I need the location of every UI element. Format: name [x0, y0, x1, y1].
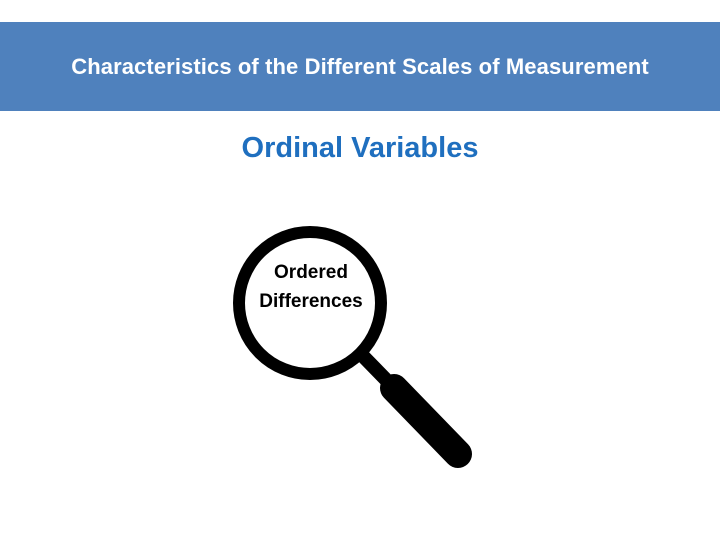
slide-title: Characteristics of the Different Scales … — [71, 53, 649, 79]
slide-subtitle: Ordinal Variables — [241, 132, 479, 164]
lens-label-line1: Ordered — [274, 262, 348, 283]
lens-rim — [233, 226, 387, 380]
title-bar: Characteristics of the Different Scales … — [0, 22, 720, 111]
handle-grip — [380, 374, 472, 468]
lens-label-line2: Differences — [259, 291, 363, 312]
lens-label: Ordered Differences — [226, 258, 396, 316]
